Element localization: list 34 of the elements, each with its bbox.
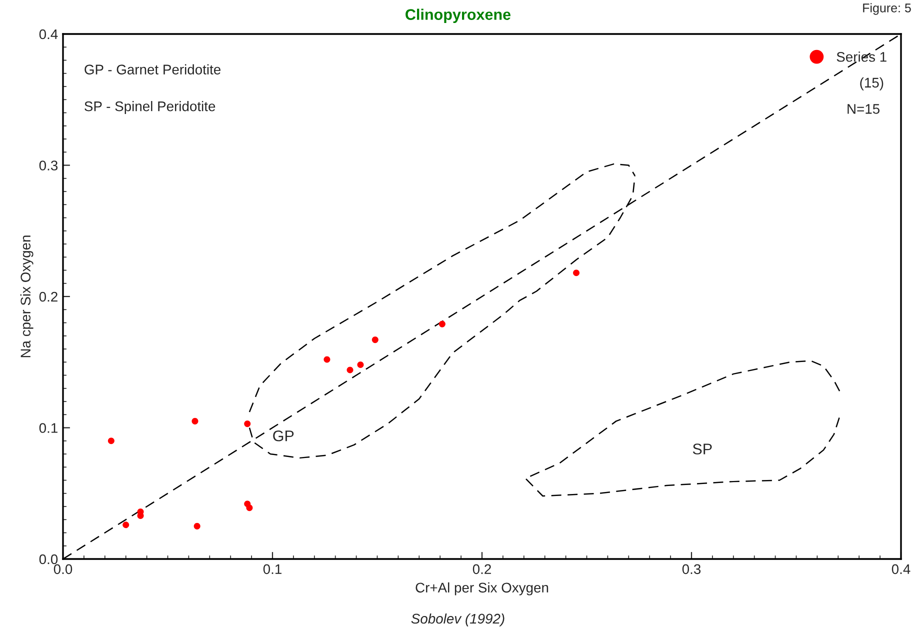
- annotation: N=15: [848, 104, 880, 114]
- x-tick-label: 0.3: [682, 564, 701, 574]
- point: [122, 522, 130, 528]
- x-axis-title: Cr+Al per Six Oxygen: [416, 582, 548, 596]
- y-axis-title: Na cper Six Oxygen: [20, 236, 34, 358]
- annotation: SP - Spinel Peridotite: [84, 101, 216, 114]
- annotation: SP: [692, 444, 712, 454]
- point: [346, 366, 354, 374]
- x-tick-label: 0.1: [263, 564, 282, 574]
- y-tick-label: 0.2: [39, 292, 58, 302]
- text: Sobolev (1992): [411, 613, 504, 626]
- point: [573, 270, 580, 276]
- point: [246, 504, 253, 512]
- y-tick-label: 0.4: [39, 29, 58, 40]
- annotation: (15): [860, 77, 884, 90]
- point: [108, 438, 114, 444]
- point: [194, 522, 200, 530]
- line-series: [530, 360, 841, 477]
- point: [324, 356, 330, 363]
- x-tick-label: 0.4: [892, 564, 910, 574]
- point: [357, 361, 364, 368]
- chart-title: Clinopyroxene: [406, 8, 511, 23]
- point: [244, 420, 251, 428]
- point: [192, 418, 198, 424]
- text: Figure: 5: [863, 3, 911, 15]
- y-tick-label: 0.0: [39, 554, 58, 564]
- x-tick-label: 0.2: [472, 564, 491, 574]
- point: [372, 336, 378, 344]
- annotation: GP - Garnet Peridotite: [84, 64, 220, 74]
- annotation: GP: [273, 430, 294, 442]
- point: [438, 320, 446, 328]
- y-tick-label: 0.3: [39, 160, 58, 170]
- y-tick-label: 0.1: [39, 423, 58, 433]
- x-tick-label: 0.0: [54, 564, 72, 574]
